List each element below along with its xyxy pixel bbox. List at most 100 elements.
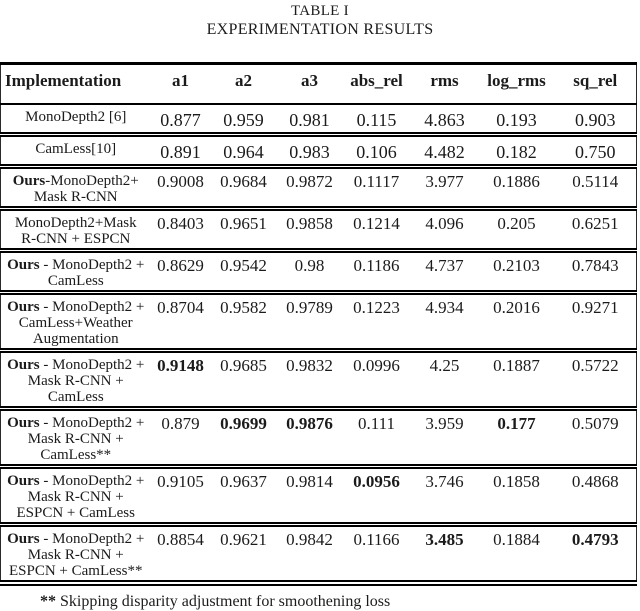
value-cell-a3: 0.9872 <box>286 171 333 191</box>
value-cell-log_rms: 0.2103 <box>493 255 540 275</box>
value-cell-rms: 3.959 <box>425 413 464 433</box>
table-row: Ours - MonoDepth2 + CamLess+Weather Augmen… <box>0 292 637 350</box>
implementation-cell: MonoDepth2 [6] <box>1 104 151 135</box>
ours-label: Ours <box>7 298 40 315</box>
column-header-log_rms: log_rms <box>487 71 546 90</box>
value-cell-a2: 0.9685 <box>220 355 267 375</box>
value-cell-abs_rel: 0.115 <box>356 109 397 130</box>
value-cell-log_rms: 0.177 <box>497 413 536 433</box>
column-header-a1: a1 <box>172 71 189 90</box>
value-cell-a1: 0.9008 <box>157 171 204 191</box>
value-cell-sq_rel: 0.5722 <box>571 355 619 375</box>
value-cell-a1: 0.8403 <box>157 213 204 233</box>
implementation-cell: Ours - MonoDepth2 + CamLess+Weather Augmen… <box>1 292 151 350</box>
table-row: MonoDepth2 [6] 0.877 0.959 0.981 0.115 4.863 0… <box>0 104 637 135</box>
value-cell-a1: 0.9105 <box>157 471 204 491</box>
value-cell-rms: 3.746 <box>425 471 464 491</box>
implementation-line: MonoDepth2+Mask <box>14 214 137 231</box>
table-caption: TABLE I EXPERIMENTATION RESULTS <box>0 0 640 39</box>
value-cell-rms: 3.485 <box>425 529 464 549</box>
table-row: Ours - MonoDepth2 + CamLess 0.8629 0.9542 0.… <box>0 250 637 292</box>
column-header-Implementation: Implementation <box>5 71 122 90</box>
value-cell-a3: 0.981 <box>289 109 330 130</box>
value-cell-a3: 0.9789 <box>286 297 333 317</box>
implementation-cell: Ours - MonoDepth2 + Mask R-CNN + CamLess** <box>1 408 151 466</box>
value-cell-rms: 4.096 <box>425 213 464 233</box>
value-cell-sq_rel: 0.903 <box>575 109 616 130</box>
value-cell-sq_rel: 0.5114 <box>572 171 619 191</box>
ours-label: Ours <box>7 414 40 431</box>
implementation-line: Mask R-CNN + <box>27 546 124 563</box>
value-cell-a1: 0.891 <box>160 141 201 162</box>
value-cell-a3: 0.9858 <box>286 213 333 233</box>
value-cell-rms: 4.737 <box>425 255 464 275</box>
value-cell-sq_rel: 0.9271 <box>571 297 619 317</box>
implementation-line: Ours - MonoDepth2 + <box>7 356 145 373</box>
implementation-line: Ours-MonoDepth2+ <box>12 172 139 189</box>
ours-label: Ours <box>7 530 40 547</box>
table-row: Ours-MonoDepth2+ Mask R-CNN 0.9008 0.9684 0.… <box>0 166 637 208</box>
value-cell-a2: 0.964 <box>223 141 264 162</box>
value-cell-a1: 0.9148 <box>157 355 204 375</box>
value-cell-a2: 0.959 <box>223 109 264 130</box>
value-cell-a1: 0.877 <box>160 109 201 130</box>
value-cell-a2: 0.9684 <box>220 171 267 191</box>
value-cell-log_rms: 0.2016 <box>493 297 540 317</box>
implementation-cell: Ours - MonoDepth2 + CamLess <box>1 250 151 292</box>
ours-label: Ours <box>7 356 40 373</box>
value-cell-abs_rel: 0.1223 <box>353 297 400 317</box>
table-number: TABLE I <box>291 3 349 19</box>
results-table: Implementation a1 a2 a3 abs_rel rms log_rms sq_… <box>0 62 637 586</box>
implementation-line: R-CNN + ESPCN <box>21 230 131 247</box>
table-row: Ours - MonoDepth2 + Mask R-CNN + CamLess 0.… <box>0 350 637 408</box>
value-cell-rms: 4.25 <box>429 355 460 375</box>
value-cell-a2: 0.9542 <box>220 255 267 275</box>
implementation-cell: Ours - MonoDepth2 + Mask R-CNN + ESPCN + C… <box>1 524 151 583</box>
value-cell-a3: 0.9876 <box>286 413 333 433</box>
value-cell-abs_rel: 0.0956 <box>353 471 400 491</box>
value-cell-abs_rel: 0.0996 <box>353 355 400 375</box>
value-cell-abs_rel: 0.1186 <box>353 255 400 275</box>
implementation-line: Mask R-CNN <box>33 188 118 205</box>
value-cell-abs_rel: 0.1117 <box>353 171 400 191</box>
value-cell-a1: 0.8629 <box>157 255 204 275</box>
value-cell-abs_rel: 0.111 <box>358 413 395 433</box>
value-cell-sq_rel: 0.4868 <box>571 471 619 491</box>
column-header-rms: rms <box>430 71 459 90</box>
column-header-a2: a2 <box>235 71 252 90</box>
value-cell-a2: 0.9621 <box>220 529 267 549</box>
value-cell-log_rms: 0.205 <box>497 213 536 233</box>
value-cell-sq_rel: 0.5079 <box>571 413 619 433</box>
column-header-abs_rel: abs_rel <box>350 71 403 90</box>
value-cell-a1: 0.879 <box>161 413 200 433</box>
implementation-line: ESPCN + CamLess** <box>9 562 143 579</box>
implementation-line: CamLess <box>47 272 104 289</box>
implementation-line: MonoDepth2 [6] <box>25 108 127 125</box>
implementation-line: CamLess[10] <box>35 140 117 157</box>
footnote-marker: ** <box>40 592 56 610</box>
value-cell-a2: 0.9699 <box>220 413 267 433</box>
value-cell-sq_rel: 0.4793 <box>571 529 619 549</box>
implementation-cell: CamLess[10] <box>1 134 151 166</box>
table-row: Ours - MonoDepth2 + Mask R-CNN + CamLess**… <box>0 408 637 466</box>
value-cell-sq_rel: 0.6251 <box>571 213 619 233</box>
value-cell-log_rms: 0.1858 <box>493 471 540 491</box>
implementation-line: Ours - MonoDepth2 + <box>7 256 145 273</box>
value-cell-log_rms: 0.193 <box>496 109 537 130</box>
table-body: MonoDepth2 [6] 0.877 0.959 0.981 0.115 4.863 0… <box>0 104 637 583</box>
value-cell-rms: 3.977 <box>425 171 464 191</box>
implementation-line: Ours - MonoDepth2 + <box>7 298 145 315</box>
value-cell-rms: 4.482 <box>424 141 465 162</box>
table-title: EXPERIMENTATION RESULTS <box>206 21 434 38</box>
implementation-line: Mask R-CNN + <box>27 430 124 447</box>
value-cell-rms: 4.863 <box>424 109 465 130</box>
ours-label: Ours <box>7 472 40 489</box>
footnote: ** Skipping disparity adjustment for smo… <box>40 593 640 611</box>
value-cell-a2: 0.9651 <box>220 213 267 233</box>
value-cell-abs_rel: 0.1166 <box>353 529 400 549</box>
implementation-line: CamLess <box>47 388 104 405</box>
column-header-sq_rel: sq_rel <box>573 71 618 90</box>
table-head: Implementation a1 a2 a3 abs_rel rms log_rms sq_… <box>0 64 637 104</box>
implementation-line: Ours - MonoDepth2 + <box>7 472 145 489</box>
value-cell-abs_rel: 0.106 <box>356 141 397 162</box>
